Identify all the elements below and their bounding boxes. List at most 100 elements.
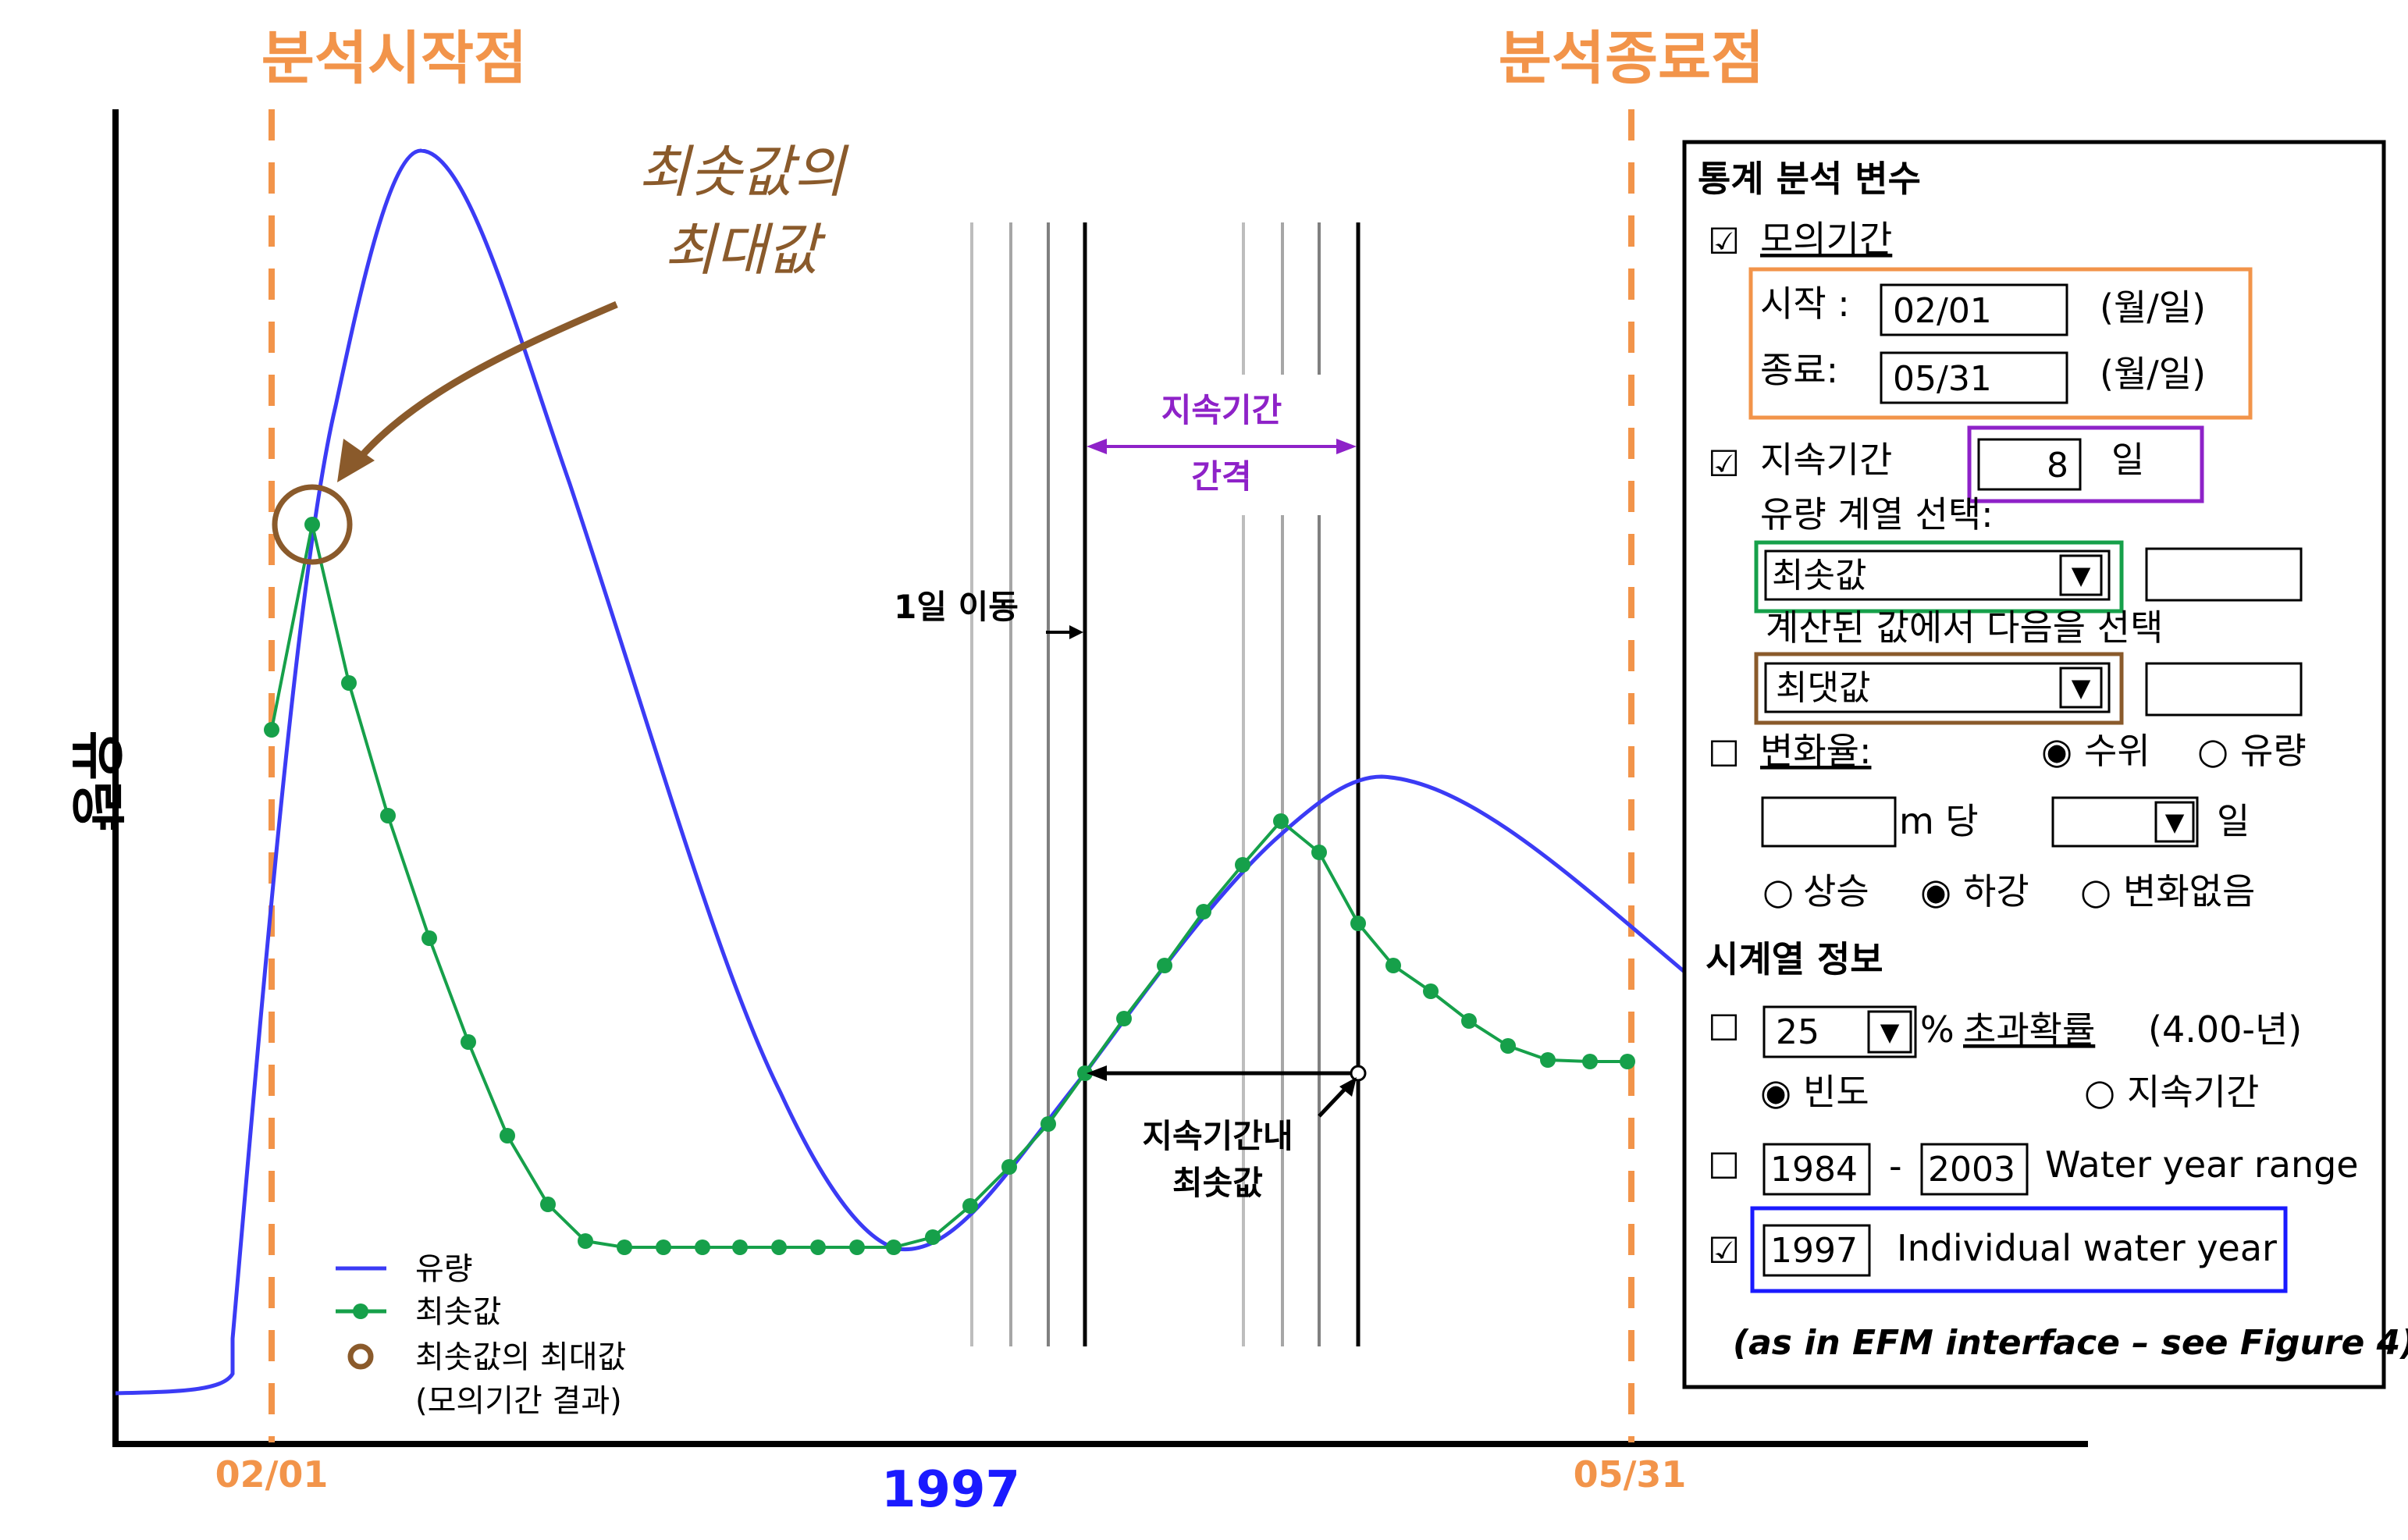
computed-group — [1754, 652, 2124, 725]
water-year-range-dash: - — [1889, 1145, 1902, 1187]
min-series-line — [270, 524, 1627, 1249]
duration-arrowhead-right — [1336, 439, 1357, 454]
rate-per-unit: m 당 — [1899, 800, 1979, 842]
annotation-arrowhead — [337, 439, 375, 482]
radio-rise[interactable]: ○ — [1762, 870, 1794, 912]
exceedance-label: 초과확률 — [1963, 1008, 2095, 1051]
analysis-start-label: 분석시작점 — [261, 25, 527, 92]
legend-min-marker — [353, 1303, 368, 1319]
max-of-min-marker — [272, 484, 353, 565]
min-series-point — [1540, 1052, 1556, 1068]
min-series-point — [1620, 1054, 1635, 1069]
min-in-duration-point — [1350, 1065, 1367, 1082]
radio-duration[interactable]: ○ — [2084, 1071, 2115, 1113]
min-series-point — [732, 1239, 748, 1255]
max-of-min-annotation-line1: 최솟값의 — [638, 139, 850, 205]
radio-fall[interactable]: ◉ — [1920, 870, 1951, 912]
radio-flow-label: 유량 — [2240, 730, 2307, 772]
flow-series-label: 유량 계열 선택: — [1760, 493, 1994, 535]
x-tick-end: 05/31 — [1574, 1453, 1687, 1496]
chevron-down-icon: ▼ — [2165, 807, 2185, 837]
annotation-arrow — [348, 301, 618, 471]
min-in-duration-pointer — [1318, 1083, 1350, 1118]
min-series-point — [578, 1233, 593, 1249]
min-series-point — [1157, 958, 1172, 973]
computed-dropdown-button[interactable] — [2059, 667, 2103, 709]
min-series-point — [1116, 1011, 1132, 1026]
water-year-start-input[interactable] — [1762, 1143, 1871, 1196]
min-series-point — [656, 1239, 671, 1255]
min-series-point — [304, 517, 320, 532]
y-axis-label: 유량 — [65, 731, 129, 831]
min-series-points — [264, 517, 1635, 1255]
legend: 유량 최솟값 최솟값의 최대값 (모의기간 결과) — [336, 1251, 626, 1419]
min-series-point — [771, 1239, 787, 1255]
min-in-duration-pointer-head — [1339, 1077, 1357, 1097]
individual-water-year-label: Individual water year — [1897, 1227, 2277, 1269]
computed-select[interactable] — [1764, 662, 2111, 713]
min-series-point — [1461, 1013, 1477, 1029]
water-year-end-value: 2003 — [1928, 1150, 2015, 1190]
window-lines-left — [970, 222, 1050, 1346]
x-tick-start: 02/01 — [215, 1453, 329, 1496]
radio-no-change-label: 변화없음 — [2123, 870, 2255, 912]
exceedance-percent: % — [1920, 1008, 1954, 1051]
rate-days-dropdown-button[interactable] — [2154, 801, 2195, 843]
analysis-variables-panel: 통계 분석 변수 ☑ 모의기간 시작 : 02/01 (월/일) 종료: 05/… — [1682, 140, 2408, 1389]
radio-rise-label: 상승 — [1803, 870, 1869, 912]
radio-frequency[interactable]: ◉ — [1760, 1071, 1791, 1113]
radio-no-change[interactable]: ○ — [2080, 870, 2111, 912]
max-of-min-annotation-line2: 최대값 — [664, 217, 826, 283]
sim-start-unit: (월/일) — [2100, 286, 2206, 329]
min-in-duration-label-line2: 최솟값 — [1172, 1164, 1263, 1202]
duration-value: 8 — [2047, 446, 2068, 485]
exceedance-dropdown-button[interactable] — [1867, 1010, 1912, 1054]
computed-label: 계산된 값에서 다음을 선택 — [1766, 606, 2163, 649]
exceedance-checkbox[interactable]: ☐ — [1708, 1007, 1740, 1049]
min-series-point — [500, 1128, 515, 1143]
individual-water-year-input[interactable] — [1762, 1224, 1871, 1277]
min-series-point — [1235, 857, 1250, 873]
min-series-point — [461, 1034, 476, 1050]
min-series-point — [886, 1239, 902, 1255]
water-year-end-input[interactable] — [1920, 1143, 2029, 1196]
min-in-duration-arrowhead — [1087, 1065, 1107, 1081]
duration-label-line1: 지속기간 — [1161, 391, 1282, 429]
flow-series-dropdown-button[interactable] — [2059, 554, 2103, 596]
individual-water-year-checkbox[interactable]: ☑ — [1708, 1229, 1740, 1271]
sim-end-value: 05/31 — [1893, 359, 1992, 399]
radio-fall-label: 하강 — [1963, 870, 2029, 912]
water-year-range-checkbox[interactable]: ☐ — [1708, 1145, 1740, 1187]
radio-stage[interactable]: ◉ — [2041, 730, 2072, 772]
computed-extra-input[interactable] — [2145, 662, 2303, 717]
min-series-point — [925, 1229, 941, 1245]
sim-start-label: 시작 : — [1760, 283, 1850, 325]
flow-series-extra-input[interactable] — [2145, 547, 2303, 602]
min-series-point — [1582, 1054, 1598, 1069]
min-series-point — [695, 1239, 710, 1255]
duration-checkbox[interactable]: ☑ — [1708, 443, 1740, 485]
sim-start-input[interactable] — [1880, 283, 2068, 336]
min-series-point — [1385, 958, 1401, 973]
min-series-point — [1423, 983, 1439, 999]
rate-checkbox[interactable]: ☐ — [1708, 733, 1740, 775]
rate-amount-input[interactable] — [1761, 796, 1897, 848]
radio-stage-label: 수위 — [2084, 730, 2150, 772]
radio-flow[interactable]: ○ — [2197, 730, 2228, 772]
window-lines-right — [1242, 222, 1321, 1346]
flow-series-select[interactable] — [1764, 549, 2111, 601]
sim-start-value: 02/01 — [1893, 291, 1992, 331]
individual-water-year-group — [1750, 1206, 2288, 1293]
individual-water-year-value: 1997 — [1770, 1231, 1858, 1271]
sim-period-checkbox[interactable]: ☑ — [1708, 220, 1740, 262]
sim-end-input[interactable] — [1880, 351, 2068, 404]
duration-input[interactable] — [1977, 438, 2082, 491]
duration-label-line2: 간격 — [1191, 457, 1251, 496]
min-series-point — [1350, 916, 1366, 931]
sim-end-label: 종료: — [1760, 349, 1838, 391]
legend-min-label: 최솟값 — [415, 1294, 501, 1330]
legend-max-of-min-label-line2: (모의기간 결과) — [415, 1383, 622, 1419]
min-series-point — [1077, 1065, 1093, 1081]
chevron-down-icon: ▼ — [1880, 1017, 1900, 1047]
panel-title: 통계 분석 변수 — [1698, 158, 1921, 200]
